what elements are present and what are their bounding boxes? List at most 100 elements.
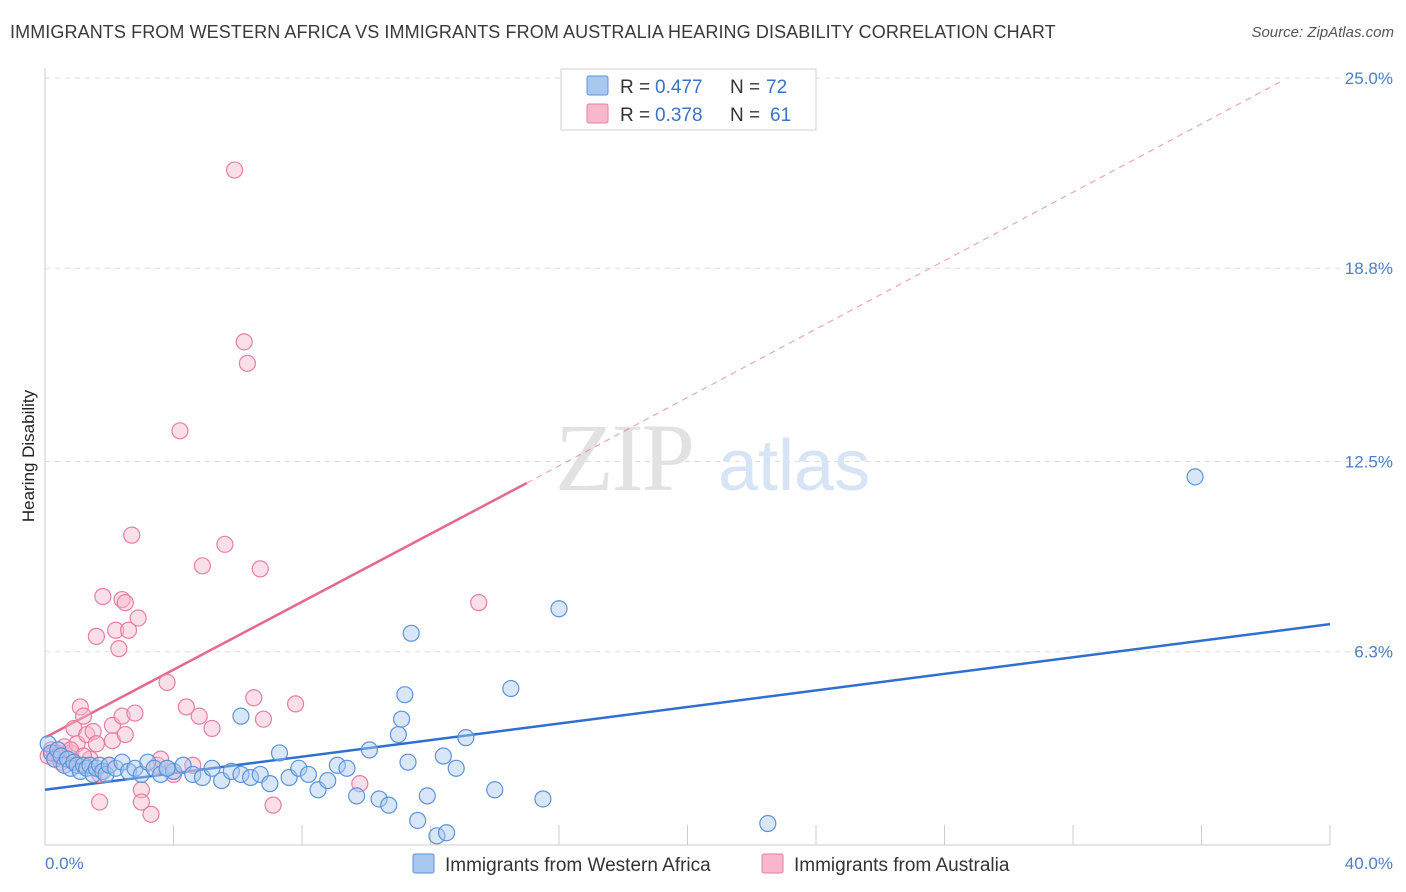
- point-australia: [286, 695, 305, 713]
- point-western-africa: [434, 747, 452, 765]
- point-western-africa: [402, 624, 420, 642]
- point-western-africa: [399, 753, 417, 771]
- point-western-africa: [418, 787, 436, 805]
- point-western-africa: [447, 759, 465, 777]
- point-western-africa: [389, 725, 407, 744]
- point-western-africa: [370, 790, 388, 808]
- point-australia: [132, 781, 150, 799]
- point-australia: [107, 621, 125, 639]
- point-australia: [216, 535, 234, 553]
- point-western-africa: [380, 796, 398, 814]
- x-tick-label: 0.0%: [45, 854, 84, 873]
- legend-box: R = 0.477 N = 72 R = 0.378 N = 61: [560, 68, 817, 131]
- point-australia: [203, 719, 221, 738]
- point-western-africa: [107, 759, 125, 777]
- trend-layer: [44, 80, 1331, 792]
- point-australia: [116, 725, 134, 744]
- point-western-africa: [396, 686, 414, 704]
- point-australia: [171, 422, 189, 440]
- point-western-africa: [242, 768, 260, 787]
- point-western-africa: [145, 759, 163, 777]
- y-tick-label: 12.5%: [1345, 453, 1393, 472]
- legend-n-label-2: N =: [730, 105, 760, 126]
- point-western-africa: [94, 762, 112, 780]
- point-australia: [123, 526, 141, 544]
- watermark-zip: ZIP: [555, 404, 693, 511]
- trendline-western-africa: [44, 622, 1331, 792]
- point-western-africa: [328, 756, 346, 774]
- point-western-africa: [261, 775, 279, 793]
- source-label: Source: ZipAtlas.com: [1251, 24, 1394, 41]
- point-australia: [71, 698, 89, 716]
- point-western-africa: [232, 765, 250, 784]
- legend-r-value-2: 0.378: [655, 105, 703, 126]
- point-australia: [132, 793, 150, 811]
- point-australia: [238, 354, 256, 372]
- point-western-africa: [78, 759, 96, 777]
- points-layer: [39, 161, 1204, 845]
- point-western-africa: [139, 753, 157, 771]
- bottom-legend-swatch-blue: [412, 853, 435, 874]
- y-tick-label: 6.3%: [1354, 643, 1393, 662]
- point-western-africa: [222, 762, 240, 780]
- point-western-africa: [1186, 468, 1204, 486]
- legend-r-value-1: 0.477: [655, 77, 703, 98]
- point-australia: [225, 161, 244, 179]
- legend-r-label-1: R =: [620, 77, 650, 98]
- point-australia: [190, 707, 208, 725]
- point-western-africa: [290, 759, 308, 777]
- point-australia: [129, 609, 147, 627]
- point-australia: [235, 333, 253, 351]
- point-australia: [254, 710, 273, 728]
- point-western-africa: [319, 771, 337, 790]
- y-axis-label: Hearing Disability: [19, 389, 38, 522]
- point-western-africa: [158, 759, 176, 777]
- legend-swatch-blue: [586, 75, 609, 96]
- bottom-legend-swatch-pink: [761, 853, 784, 874]
- point-australia: [177, 698, 195, 716]
- point-western-africa: [502, 679, 520, 698]
- point-western-africa: [409, 811, 427, 830]
- point-western-africa: [348, 787, 366, 805]
- bottom-legend: Immigrants from Western Africa Immigrant…: [412, 853, 1010, 876]
- tick-layer: 6.3% 12.5% 18.8% 25.0% 0.0% 40.0%: [45, 69, 1393, 873]
- watermark: ZIP atlas: [555, 404, 870, 511]
- point-australia: [74, 707, 93, 725]
- legend-swatch-pink: [586, 103, 609, 124]
- y-tick-label: 18.8%: [1345, 259, 1393, 278]
- chart-title: IMMIGRANTS FROM WESTERN AFRICA VS IMMIGR…: [10, 22, 1056, 42]
- point-australia: [94, 587, 112, 606]
- point-australia: [91, 793, 109, 811]
- bottom-legend-label-1: Immigrants from Western Africa: [445, 855, 711, 876]
- watermark-atlas: atlas: [718, 426, 870, 506]
- point-australia: [184, 756, 202, 774]
- point-western-africa: [534, 790, 552, 808]
- point-western-africa: [232, 707, 250, 725]
- point-australia: [116, 594, 134, 612]
- point-western-africa: [457, 729, 475, 747]
- point-australia: [158, 673, 176, 691]
- y-tick-label: 25.0%: [1345, 69, 1393, 88]
- point-western-africa: [299, 765, 318, 784]
- trendline-australia-extension: [526, 80, 1283, 484]
- bottom-legend-label-2: Immigrants from Australia: [794, 855, 1010, 876]
- legend-r-label-2: R =: [620, 105, 650, 126]
- point-australia: [126, 704, 144, 722]
- point-western-africa: [39, 735, 57, 753]
- point-western-africa: [550, 600, 568, 618]
- point-australia: [264, 796, 282, 814]
- x-tick-label: 40.0%: [1345, 854, 1393, 873]
- point-australia: [113, 590, 131, 609]
- point-western-africa: [759, 814, 777, 833]
- legend-n-label-1: N =: [730, 77, 760, 98]
- grid-layer: [45, 77, 1395, 653]
- point-australia: [87, 627, 106, 645]
- point-western-africa: [437, 824, 456, 842]
- point-western-africa: [270, 744, 289, 762]
- point-australia: [142, 805, 160, 823]
- point-australia: [113, 707, 131, 725]
- point-western-africa: [338, 759, 356, 777]
- point-australia: [119, 621, 138, 639]
- point-australia: [251, 560, 269, 578]
